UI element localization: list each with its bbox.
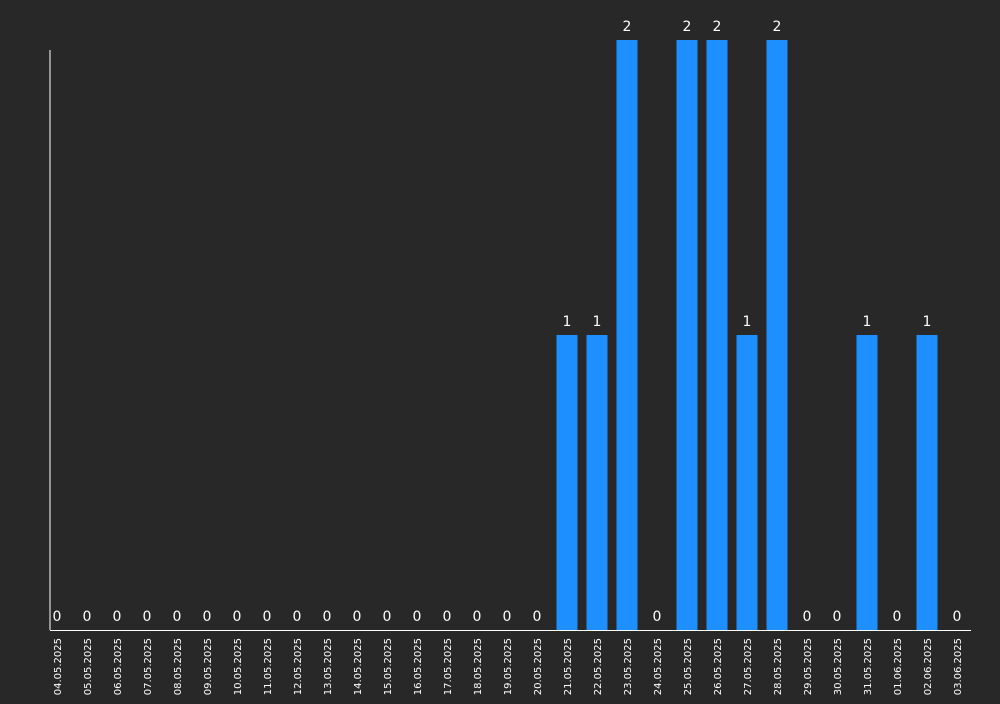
bar-25.05.2025 xyxy=(676,40,698,630)
value-label-31.05.2025: 1 xyxy=(863,314,872,330)
x-tick-label: 20.05.2025 xyxy=(533,638,544,695)
value-label-21.05.2025: 1 xyxy=(563,314,572,330)
value-label-05.05.2025: 0 xyxy=(83,609,92,625)
value-label-16.05.2025: 0 xyxy=(413,609,422,625)
x-tick-label: 25.05.2025 xyxy=(683,638,694,695)
value-label-06.05.2025: 0 xyxy=(113,609,122,625)
value-label-17.05.2025: 0 xyxy=(443,609,452,625)
value-label-28.05.2025: 2 xyxy=(773,19,782,35)
bar-27.05.2025 xyxy=(736,335,758,630)
x-tick-label: 31.05.2025 xyxy=(863,638,874,695)
value-label-19.05.2025: 0 xyxy=(503,609,512,625)
bar-21.05.2025 xyxy=(556,335,578,630)
value-label-10.05.2025: 0 xyxy=(233,609,242,625)
x-tick-label: 09.05.2025 xyxy=(203,638,214,695)
x-tick-label: 05.05.2025 xyxy=(83,638,94,695)
x-tick-label: 10.05.2025 xyxy=(233,638,244,695)
x-tick-label: 21.05.2025 xyxy=(563,638,574,695)
x-tick-label: 22.05.2025 xyxy=(593,638,604,695)
value-label-23.05.2025: 2 xyxy=(623,19,632,35)
x-tick-label: 30.05.2025 xyxy=(833,638,844,695)
value-label-22.05.2025: 1 xyxy=(593,314,602,330)
x-tick-label: 03.06.2025 xyxy=(953,638,964,695)
value-label-30.05.2025: 0 xyxy=(833,609,842,625)
value-label-07.05.2025: 0 xyxy=(143,609,152,625)
x-tick-label: 01.06.2025 xyxy=(893,638,904,695)
bars-layer xyxy=(556,40,938,630)
value-label-20.05.2025: 0 xyxy=(533,609,542,625)
x-tick-label: 16.05.2025 xyxy=(413,638,424,695)
x-tick-label: 14.05.2025 xyxy=(353,638,364,695)
x-tick-label: 28.05.2025 xyxy=(773,638,784,695)
bar-02.06.2025 xyxy=(916,335,938,630)
bar-31.05.2025 xyxy=(856,335,878,630)
x-tick-label: 17.05.2025 xyxy=(443,638,454,695)
x-tick-label: 24.05.2025 xyxy=(653,638,664,695)
x-tick-label: 11.05.2025 xyxy=(263,638,274,695)
bar-23.05.2025 xyxy=(616,40,638,630)
value-label-11.05.2025: 0 xyxy=(263,609,272,625)
x-tick-label: 12.05.2025 xyxy=(293,638,304,695)
value-label-13.05.2025: 0 xyxy=(323,609,332,625)
bar-28.05.2025 xyxy=(766,40,788,630)
x-tick-label: 08.05.2025 xyxy=(173,638,184,695)
x-tick-label: 26.05.2025 xyxy=(713,638,724,695)
bar-22.05.2025 xyxy=(586,335,608,630)
x-tick-label: 19.05.2025 xyxy=(503,638,514,695)
value-label-12.05.2025: 0 xyxy=(293,609,302,625)
x-tick-label: 27.05.2025 xyxy=(743,638,754,695)
value-label-02.06.2025: 1 xyxy=(923,314,932,330)
value-label-03.06.2025: 0 xyxy=(953,609,962,625)
x-tick-label: 02.06.2025 xyxy=(923,638,934,695)
value-label-18.05.2025: 0 xyxy=(473,609,482,625)
x-tick-label: 18.05.2025 xyxy=(473,638,484,695)
x-tick-labels-layer: 04.05.2025 05.05.2025 06.05.2025 07.05.2025… xyxy=(53,638,964,695)
x-tick-label: 04.05.2025 xyxy=(53,638,64,695)
bar-26.05.2025 xyxy=(706,40,728,630)
value-labels-layer: 0 0 0 0 0 0 0 0 0 0 0 0 0 0 0 0 0 1 1 2 0 2 2 1 2 0 0 1 0 1 0 xyxy=(53,19,962,625)
x-tick-label: 29.05.2025 xyxy=(803,638,814,695)
x-tick-label: 06.05.2025 xyxy=(113,638,124,695)
value-label-25.05.2025: 2 xyxy=(683,19,692,35)
x-tick-label: 15.05.2025 xyxy=(383,638,394,695)
value-label-14.05.2025: 0 xyxy=(353,609,362,625)
value-label-15.05.2025: 0 xyxy=(383,609,392,625)
value-label-04.05.2025: 0 xyxy=(53,609,62,625)
x-tick-label: 07.05.2025 xyxy=(143,638,154,695)
value-label-29.05.2025: 0 xyxy=(803,609,812,625)
value-label-24.05.2025: 0 xyxy=(653,609,662,625)
value-label-27.05.2025: 1 xyxy=(743,314,752,330)
x-tick-label: 23.05.2025 xyxy=(623,638,634,695)
value-label-08.05.2025: 0 xyxy=(173,609,182,625)
value-label-01.06.2025: 0 xyxy=(893,609,902,625)
value-label-26.05.2025: 2 xyxy=(713,19,722,35)
value-label-09.05.2025: 0 xyxy=(203,609,212,625)
x-tick-label: 13.05.2025 xyxy=(323,638,334,695)
